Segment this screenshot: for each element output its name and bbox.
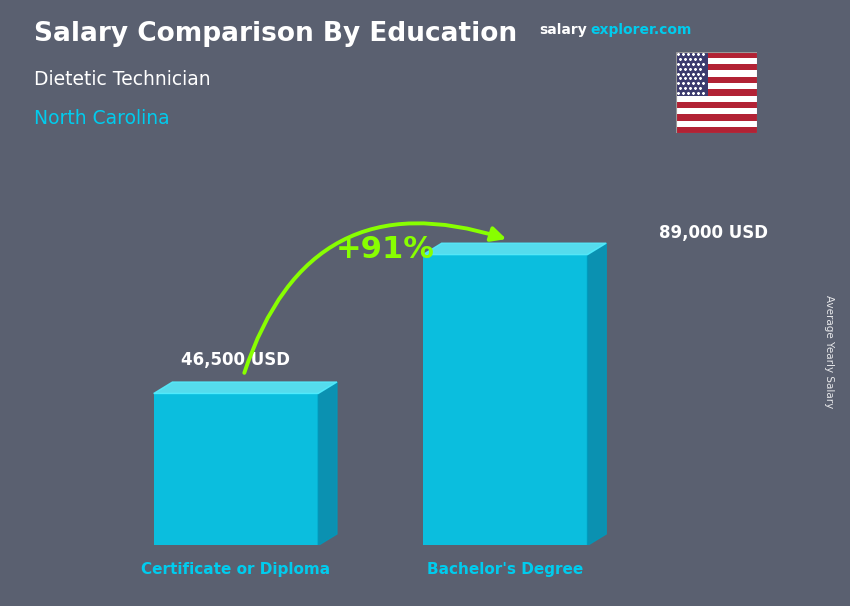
Bar (676, 83, 756, 89)
Polygon shape (318, 382, 337, 545)
Polygon shape (154, 382, 337, 393)
Text: +91%: +91% (336, 235, 435, 264)
Text: Salary Comparison By Education: Salary Comparison By Education (34, 21, 517, 47)
Bar (676, 102, 756, 108)
Bar (676, 121, 756, 127)
Text: 89,000 USD: 89,000 USD (659, 224, 768, 242)
Bar (676, 96, 756, 102)
Text: salary: salary (540, 23, 587, 37)
Bar (676, 108, 756, 115)
Text: 46,500 USD: 46,500 USD (181, 351, 291, 369)
Bar (423, 255, 587, 545)
Bar (676, 58, 756, 64)
Text: Bachelor's Degree: Bachelor's Degree (427, 562, 583, 577)
Text: Dietetic Technician: Dietetic Technician (34, 70, 211, 88)
Bar (154, 393, 318, 545)
Text: North Carolina: North Carolina (34, 109, 170, 128)
Polygon shape (423, 243, 606, 255)
Text: explorer.com: explorer.com (590, 23, 691, 37)
Polygon shape (587, 243, 606, 545)
Bar (676, 127, 756, 133)
Text: Average Yearly Salary: Average Yearly Salary (824, 295, 834, 408)
Bar (676, 77, 756, 83)
Bar (676, 64, 756, 70)
Bar (676, 115, 756, 121)
Bar (676, 70, 756, 77)
Bar (676, 52, 756, 58)
Bar (676, 89, 756, 96)
Bar (676, 52, 708, 96)
Text: Certificate or Diploma: Certificate or Diploma (141, 562, 331, 577)
